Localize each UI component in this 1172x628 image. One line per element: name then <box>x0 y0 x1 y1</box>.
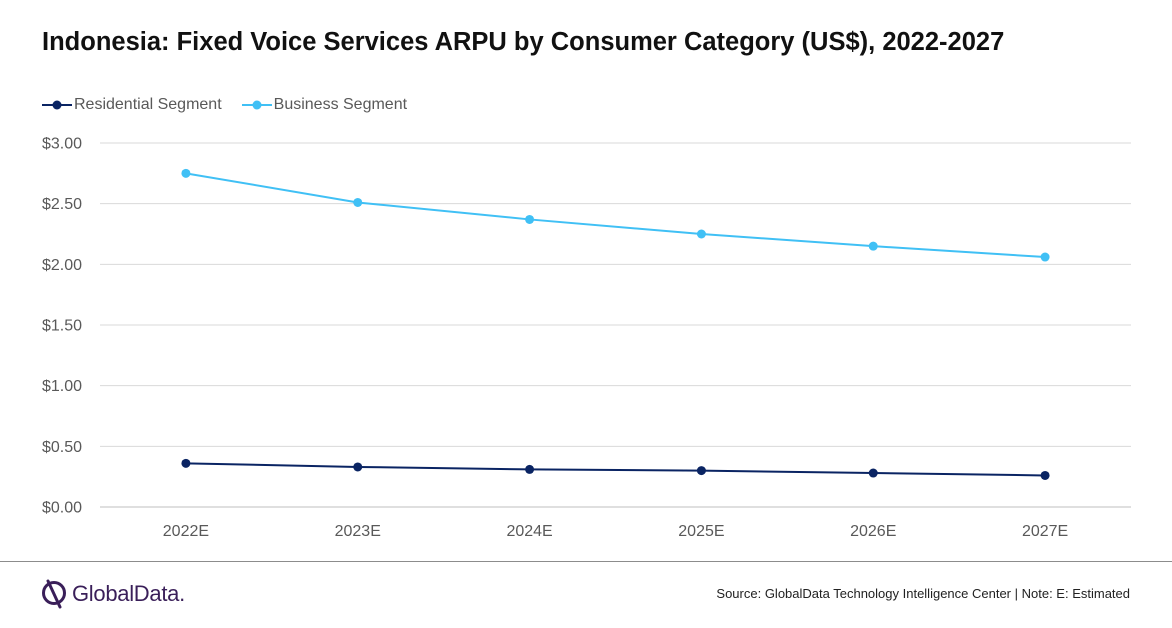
series-line-residential <box>185 462 1046 477</box>
y-tick-label: $0.00 <box>42 500 82 517</box>
x-tick-label: 2024E <box>506 523 552 540</box>
data-point-business <box>181 168 191 178</box>
y-tick-label: $0.50 <box>42 439 82 456</box>
data-point-business <box>1040 252 1050 262</box>
x-tick-label: 2022E <box>163 523 209 540</box>
y-tick-label: $2.50 <box>42 196 82 213</box>
x-tick-label: 2027E <box>1022 523 1068 540</box>
data-point-residential <box>696 466 706 476</box>
y-tick-label: $1.00 <box>42 378 82 395</box>
globaldata-logo-text: GlobalData. <box>72 581 185 606</box>
legend-marker-residential <box>42 100 72 110</box>
globaldata-logo-icon <box>42 579 66 609</box>
source-note: Source: GlobalData Technology Intelligen… <box>716 586 1130 601</box>
data-point-business <box>868 241 878 251</box>
data-point-residential <box>181 458 191 468</box>
data-point-business <box>353 197 363 207</box>
legend-label-residential: Residential Segment <box>74 96 222 113</box>
chart-title: Indonesia: Fixed Voice Services ARPU by … <box>42 28 1005 56</box>
y-tick-label: $3.00 <box>42 136 82 153</box>
chart-legend: Residential Segment Business Segment <box>42 94 407 116</box>
data-point-business <box>696 229 706 239</box>
footer-divider <box>0 561 1172 562</box>
data-point-residential <box>1040 470 1050 480</box>
x-tick-label: 2023E <box>335 523 381 540</box>
x-tick-label: 2026E <box>850 523 896 540</box>
data-point-residential <box>525 464 535 474</box>
legend-marker-business <box>241 100 272 110</box>
data-point-residential <box>868 468 878 478</box>
x-tick-label: 2025E <box>678 523 724 540</box>
data-point-residential <box>353 462 363 472</box>
series-line-business <box>185 172 1046 259</box>
y-tick-label: $2.00 <box>42 257 82 274</box>
y-tick-label: $1.50 <box>42 318 82 335</box>
line-chart: $0.00 $0.50 $1.00 $1.50 $2.00 $2.50 $3.00 2022E… <box>42 136 1131 540</box>
globaldata-logo: GlobalData. <box>40 578 185 610</box>
legend-item-residential: Residential Segment <box>42 96 222 114</box>
data-point-business <box>525 214 535 224</box>
legend-item-business: Business Segment <box>241 96 408 114</box>
legend-label-business: Business Segment <box>273 96 408 113</box>
